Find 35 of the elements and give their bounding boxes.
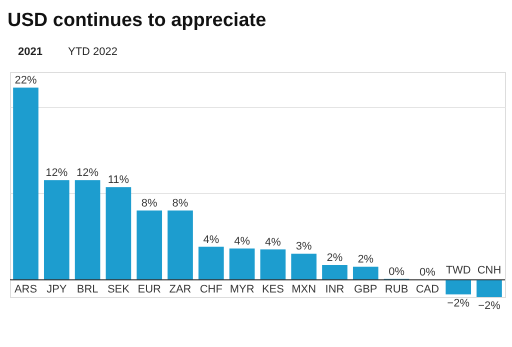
data-label: 4% <box>234 236 250 248</box>
text: 2021 <box>18 46 42 58</box>
data-label: 0% <box>388 266 405 278</box>
x-tick-label: MYR <box>230 284 254 296</box>
x-tick-label: CAD <box>416 284 440 296</box>
x-tick-label: CHF <box>200 284 223 296</box>
x-tick-label: BRL <box>76 284 98 296</box>
data-label: −2% <box>447 297 470 310</box>
data-label: 4% <box>264 236 282 248</box>
data-label: 0% <box>419 266 436 279</box>
data-label: 11% <box>108 174 130 186</box>
x-tick-label: SEK <box>107 284 130 296</box>
x-tick-label: MXN <box>292 284 316 296</box>
data-label: 8% <box>141 197 158 210</box>
data-label: 2% <box>358 254 374 266</box>
x-tick-label: CNH <box>477 264 502 277</box>
text: YTD 2022 <box>68 46 118 58</box>
x-tick-label: RUB <box>384 284 408 296</box>
data-label: 8% <box>172 197 188 210</box>
data-label: 2% <box>326 252 343 264</box>
data-label: 12% <box>46 167 68 180</box>
x-tick-label: ARS <box>14 284 38 296</box>
x-tick-label: TWD <box>446 264 471 277</box>
data-label: 4% <box>203 234 220 246</box>
x-tick-label: KES <box>262 284 284 296</box>
data-label: 3% <box>296 240 312 253</box>
data-label: −2% <box>478 300 501 312</box>
data-label: 12% <box>76 167 99 180</box>
x-tick-label: INR <box>325 284 344 296</box>
x-tick-label: EUR <box>138 284 162 296</box>
data-label: 22% <box>14 74 37 87</box>
x-tick-label: ZAR <box>169 284 192 296</box>
x-tick-label: JPY <box>46 284 68 296</box>
chart-title: USD continues to appreciate <box>8 10 266 31</box>
x-tick-label: GBP <box>354 284 378 296</box>
